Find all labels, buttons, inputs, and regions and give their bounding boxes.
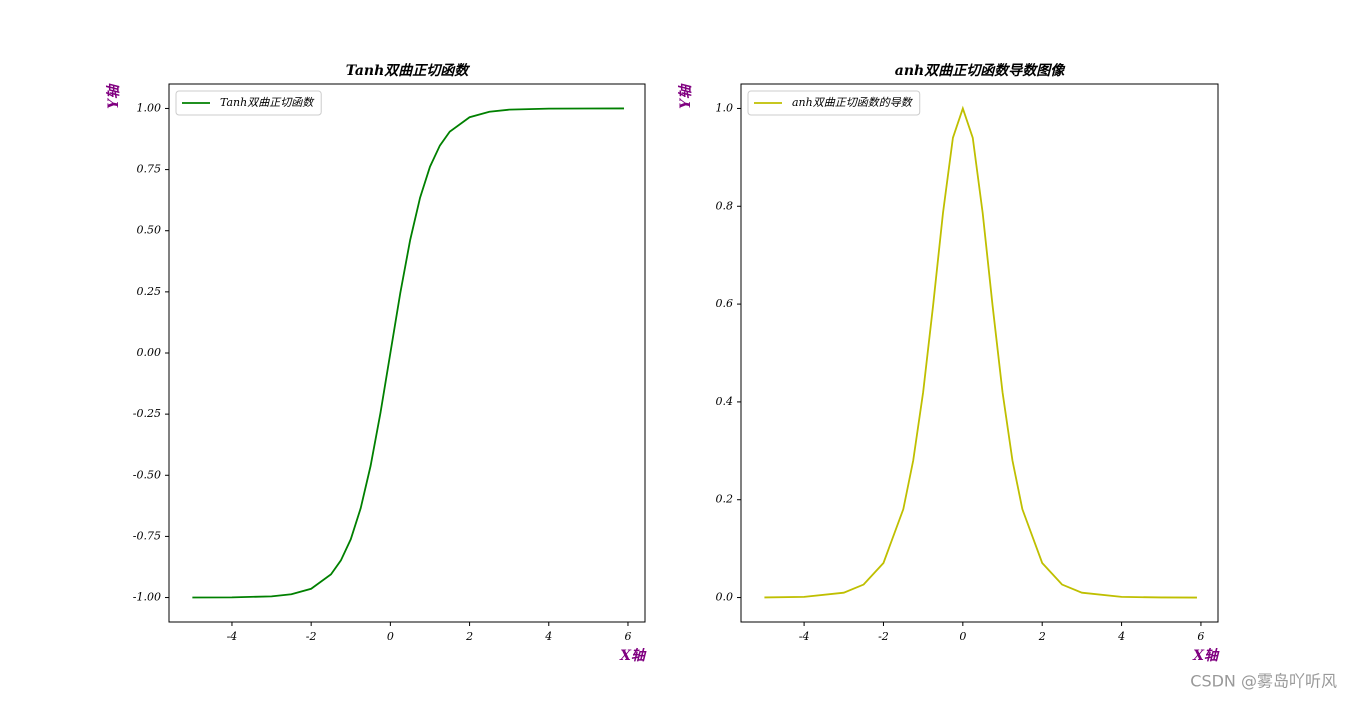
y-axis-label: Y轴 [677,83,694,109]
y-tick-label: 0.8 [716,199,734,212]
x-tick-label: 4 [1117,630,1125,643]
x-tick-label: 0 [387,630,394,643]
line-series [192,107,625,599]
legend: Tanh双曲正切函数 [175,90,322,116]
x-tick-label: 4 [544,630,552,643]
plot-frame [740,83,1219,623]
chart-title: anh双曲正切函数导数图像 [895,62,1066,79]
y-tick-label: 0.6 [716,297,734,310]
x-tick-label: 2 [1038,630,1046,643]
y-tick-label: -1.00 [133,591,161,604]
x-axis-label: X轴 [619,647,647,664]
x-tick-label: -4 [227,630,238,643]
chart-title: Tanh双曲正切函数 [346,62,471,79]
x-tick-label: -2 [878,630,889,643]
plot-frame [168,83,646,623]
x-axis-label: X轴 [1192,647,1220,664]
y-tick-label: 1.0 [716,101,734,114]
x-tick-label: -4 [799,630,810,643]
y-tick-label: -0.50 [133,468,161,481]
y-tick-label: 0.00 [137,346,162,359]
y-tick-label: 0.2 [716,493,734,506]
y-tick-label: 0.4 [716,395,734,408]
y-tick-label: 1.00 [137,101,162,114]
y-tick-label: 0.0 [716,591,734,604]
legend-label: Tanh双曲正切函数 [220,96,315,109]
line-series [764,105,1197,599]
y-tick-label: 0.25 [137,285,162,298]
y-tick-label: 0.50 [137,224,162,237]
y-tick-label: 0.75 [137,163,162,176]
x-tick-label: 2 [465,630,473,643]
x-tick-label: 6 [624,630,631,643]
legend: anh双曲正切函数的导数 [747,90,921,116]
y-tick-label: -0.75 [133,529,161,542]
x-tick-label: 6 [1197,630,1204,643]
legend-box [747,90,921,116]
y-tick-label: -0.25 [133,407,161,420]
x-tick-label: 0 [959,630,966,643]
watermark: CSDN @雾岛吖听风 [1190,672,1337,691]
legend-label: anh双曲正切函数的导数 [792,96,914,109]
x-tick-label: -2 [306,630,317,643]
y-axis-label: Y轴 [105,83,122,109]
legend-box [175,90,322,116]
